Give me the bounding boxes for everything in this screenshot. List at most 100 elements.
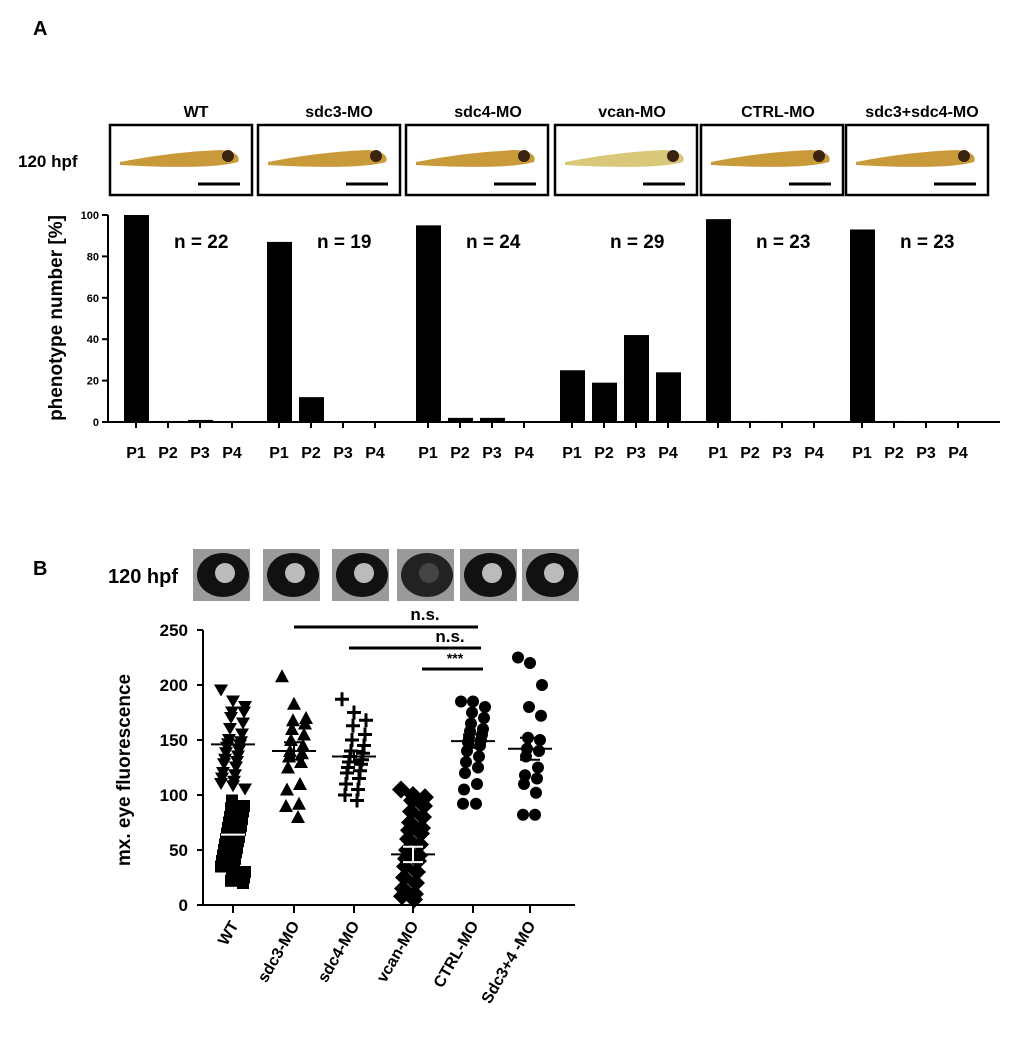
y-tick-label: 60: [87, 293, 99, 305]
category-label: P1: [269, 445, 289, 462]
category-label: CTRL-MO: [431, 919, 483, 991]
data-point: [458, 783, 470, 796]
data-point: [529, 808, 541, 821]
data-point: [338, 788, 352, 802]
data-point: [467, 695, 479, 708]
bar: [124, 215, 149, 422]
n-label: n = 19: [317, 232, 371, 253]
data-point: [217, 758, 231, 771]
n-label: n = 29: [610, 232, 664, 253]
data-point: [471, 778, 483, 790]
data-point: [228, 769, 242, 782]
y-tick-label: 50: [169, 841, 188, 860]
data-point: [411, 835, 429, 854]
category-label: P4: [804, 445, 824, 462]
category-label: P3: [772, 445, 792, 462]
category-label: P2: [301, 445, 321, 462]
data-point: [292, 796, 306, 810]
bar: [480, 417, 505, 422]
category-label: P2: [594, 445, 614, 462]
y-tick-label: 150: [160, 731, 188, 750]
data-point: [466, 706, 478, 719]
category-label: sdc3-MO: [255, 919, 304, 986]
category-label: Sdc3+4 -MO: [479, 919, 540, 1007]
group-title: sdc3-MO: [305, 104, 373, 121]
category-label: P2: [740, 445, 760, 462]
category-label: P3: [333, 445, 353, 462]
eye-image-lens: [544, 563, 564, 583]
bar-chart-a: 0 20 40 60 80 100 WT n = 22 P1 P2 P3 P4 sdc3-MO n = 1…: [81, 104, 1000, 462]
data-point: [346, 718, 360, 733]
y-tick-label: 0: [179, 896, 188, 915]
embryo-eye: [813, 150, 825, 162]
data-point: [512, 651, 524, 664]
scatter-chart-b: 0 50 100 150 200 250 WT sdc3-MO sdc4-MO vcan-MO CT…: [160, 549, 579, 1007]
embryo-image: [268, 150, 387, 167]
data-point: [297, 727, 311, 741]
bar: [624, 335, 649, 422]
data-point: [459, 767, 471, 779]
data-point: [524, 657, 536, 669]
data-point: [280, 782, 294, 796]
data-point: [226, 780, 240, 793]
n-label: n = 23: [900, 232, 954, 253]
category-label: WT: [215, 918, 242, 948]
category-label: P3: [482, 445, 502, 462]
bar: [882, 420, 907, 422]
y-axis-label-a: phenotype number [%]: [46, 215, 67, 421]
data-point: [518, 778, 530, 790]
data-point: [219, 747, 233, 760]
y-tick-label: 100: [81, 210, 99, 222]
category-label: P4: [365, 445, 385, 462]
category-label: P3: [190, 445, 210, 462]
eye-image-lens: [419, 563, 439, 583]
data-point: [407, 874, 425, 892]
data-point: [462, 736, 474, 749]
category-label: P2: [158, 445, 178, 462]
eye-image-lens: [482, 563, 502, 583]
data-point: [291, 810, 305, 823]
y-tick-label: 200: [160, 676, 188, 695]
data-point: [533, 745, 545, 757]
data-point: [470, 797, 482, 810]
data-point: [237, 877, 249, 889]
category-label: P4: [222, 445, 242, 462]
bar: [592, 382, 617, 422]
group-title: vcan-MO: [598, 104, 666, 121]
data-point: [225, 874, 237, 887]
data-point: [350, 793, 364, 808]
category-label: P2: [450, 445, 470, 462]
data-point: [285, 722, 299, 735]
embryo-eye: [667, 150, 679, 162]
data-point: [517, 808, 529, 821]
embryo-image: [711, 150, 830, 167]
bar: [560, 370, 585, 422]
embryo-image: [856, 150, 975, 167]
embryo-image: [565, 150, 684, 167]
n-label: n = 22: [174, 232, 228, 253]
bar: [156, 420, 181, 422]
data-point: [298, 716, 312, 730]
data-point: [226, 695, 240, 708]
data-point: [235, 728, 249, 741]
data-point: [412, 824, 430, 843]
bar: [706, 219, 731, 422]
significance-label: ***: [447, 650, 464, 666]
group-title: WT: [184, 104, 209, 121]
data-point: [236, 717, 250, 730]
data-point: [214, 684, 228, 697]
category-label: P4: [948, 445, 968, 462]
bar: [738, 420, 763, 422]
data-point: [455, 695, 467, 708]
category-label: P3: [916, 445, 936, 462]
group-title: sdc3+sdc4-MO: [865, 104, 978, 121]
data-point: [238, 783, 252, 796]
bar: [656, 372, 681, 422]
n-label: n = 24: [466, 232, 521, 253]
data-point: [472, 761, 484, 774]
data-point: [295, 746, 309, 760]
category-label: P1: [852, 445, 872, 462]
eye-image-lens: [215, 563, 235, 583]
